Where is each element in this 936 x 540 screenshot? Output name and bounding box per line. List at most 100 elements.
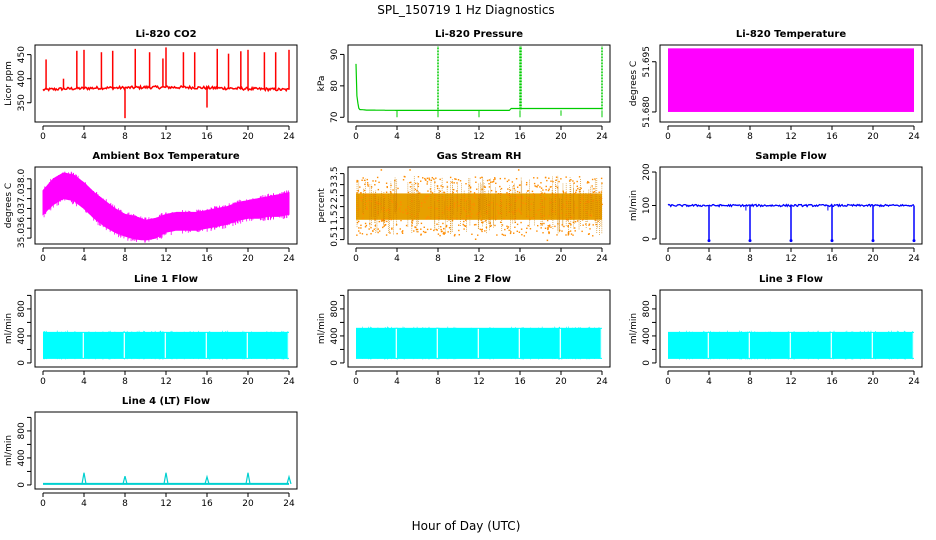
rh-point <box>411 224 413 227</box>
rh-point <box>357 209 359 211</box>
rh-point <box>429 188 432 190</box>
rh-point <box>358 227 360 229</box>
rh-point <box>546 179 548 182</box>
figure-title: SPL_150719 1 Hz Diagnostics <box>377 3 554 17</box>
rh-point <box>522 202 524 204</box>
panel-title-temperature: Li-820 Temperature <box>736 29 846 40</box>
sample-flow-dip-point <box>789 239 793 243</box>
rh-point <box>363 203 366 205</box>
rh-point <box>574 192 576 195</box>
rh-point <box>447 207 449 210</box>
rh-point <box>590 214 592 216</box>
rh-point <box>518 210 521 212</box>
rh-point <box>449 176 452 179</box>
rh-point <box>470 191 472 193</box>
rh-point <box>433 197 436 200</box>
rh-point <box>553 200 556 203</box>
rh-point <box>436 200 439 202</box>
rh-point <box>471 233 473 235</box>
rh-point <box>468 214 471 217</box>
rh-point <box>521 233 523 236</box>
rh-point <box>547 189 550 192</box>
rh-point <box>500 200 502 202</box>
rh-point <box>402 230 404 232</box>
rh-point <box>462 223 464 226</box>
rh-point <box>514 226 516 229</box>
rh-point <box>582 198 584 201</box>
rh-point <box>360 192 362 194</box>
rh-point <box>376 176 379 179</box>
rh-point <box>366 233 368 236</box>
x-tick-label: 12 <box>160 132 171 142</box>
rh-point <box>527 224 529 227</box>
y-tick-label: 2.5 <box>330 188 340 202</box>
rh-point <box>448 219 450 221</box>
series-line2 <box>356 326 602 360</box>
rh-point <box>489 225 492 228</box>
rh-point <box>428 217 431 219</box>
rh-outlier <box>546 239 549 242</box>
rh-point <box>364 183 366 186</box>
rh-point <box>417 213 419 215</box>
y-tick-label: 0 <box>642 360 652 366</box>
rh-point <box>458 204 461 207</box>
rh-point <box>579 191 581 193</box>
rh-point <box>356 221 359 224</box>
panel-title-line1: Line 1 Flow <box>134 274 198 285</box>
rh-point <box>583 206 586 208</box>
figure-xlabel: Hour of Day (UTC) <box>412 519 521 533</box>
rh-point <box>445 226 448 228</box>
x-tick-label: 0 <box>40 132 46 142</box>
y-tick-label: 100 <box>642 197 652 214</box>
rh-point <box>479 177 482 179</box>
rh-point <box>588 224 590 226</box>
rh-point <box>382 226 384 229</box>
rh-point <box>586 212 588 214</box>
rh-point <box>440 226 442 228</box>
series-line4 <box>43 472 292 485</box>
temperature-band <box>668 48 914 112</box>
x-tick-label: 8 <box>122 254 128 264</box>
y-axis-sample_flow: 0 100 200 <box>642 163 657 242</box>
rh-point <box>541 200 543 202</box>
rh-point <box>434 194 437 197</box>
rh-point <box>436 216 438 219</box>
rh-point <box>385 234 388 236</box>
rh-point <box>533 177 535 179</box>
rh-point <box>566 202 568 205</box>
rh-point <box>362 177 364 179</box>
panel-co2: Li-820 CO2 Licor ppm 0 4 8 12 16 20 24 350 400 450 <box>4 29 298 142</box>
rh-point <box>433 229 435 232</box>
rh-point <box>366 208 368 211</box>
x-tick-label: 24 <box>596 254 608 264</box>
y-tick-label: 38.0 <box>17 169 27 189</box>
rh-point <box>555 185 557 188</box>
rh-point <box>553 198 556 200</box>
rh-point <box>389 191 392 193</box>
rh-point <box>390 218 392 221</box>
rh-point <box>600 191 603 193</box>
y-tick-label: 400 <box>17 327 27 344</box>
rh-point <box>597 220 599 222</box>
rh-point <box>397 187 399 190</box>
rh-point <box>360 200 363 202</box>
panel-title-line4: Line 4 (LT) Flow <box>122 396 210 407</box>
rh-point <box>414 182 417 185</box>
rh-point <box>370 226 372 229</box>
rh-point <box>579 201 582 203</box>
rh-point <box>488 203 491 206</box>
rh-point <box>420 233 422 235</box>
rh-point <box>388 209 391 212</box>
rh-point <box>373 228 375 230</box>
rh-point <box>430 206 433 209</box>
rh-point <box>378 202 380 205</box>
x-axis-line1: 0 4 8 12 16 20 24 <box>40 370 295 387</box>
rh-point <box>427 216 429 218</box>
rh-point <box>506 225 508 227</box>
panel-ylabel-line3: ml/min <box>629 313 639 344</box>
rh-point <box>444 232 446 234</box>
y-tick-label: 0.5 <box>330 232 340 246</box>
rh-point <box>540 216 543 218</box>
panel-frame-pressure <box>347 44 611 123</box>
rh-point <box>512 213 515 215</box>
